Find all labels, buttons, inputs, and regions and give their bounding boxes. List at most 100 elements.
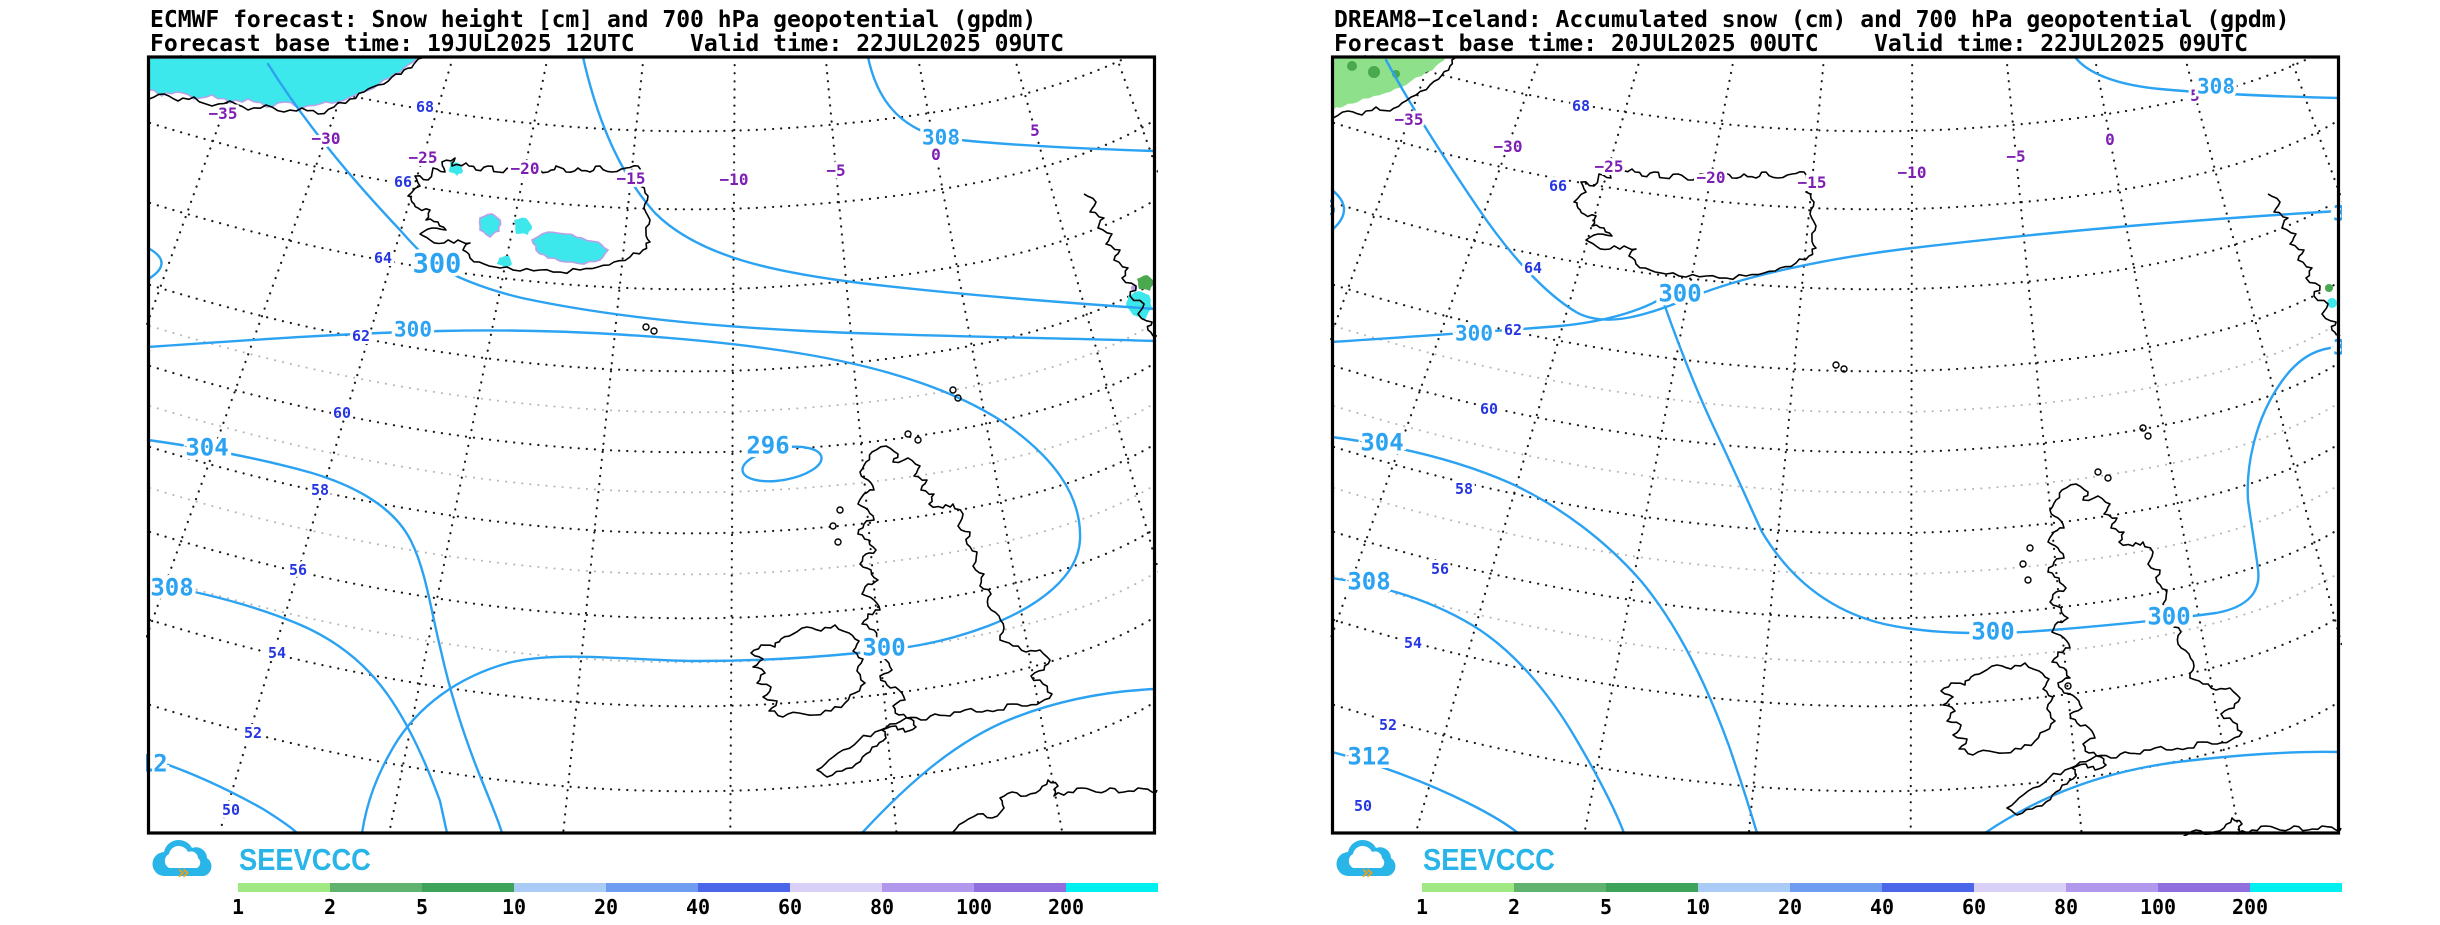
longitude-label: −25 [1595,157,1624,176]
left-panel-subtitle: Forecast base time: 19JUL2025 12UTC Vali… [150,31,1064,57]
contour-label: 300 [413,249,462,280]
coastline [750,624,866,718]
logo-text: SEEVCCC [239,842,371,877]
latitude-label: 62 [352,327,370,345]
longitude-label: −30 [312,129,341,148]
colorbar-tick-label: 40 [1869,895,1895,919]
contour-label: 304 [1360,429,1403,457]
island [836,506,844,514]
island [904,430,912,438]
greenland-green-blob [1368,66,1380,78]
colorbar-segment [2066,883,2158,892]
latitude-label: 68 [1572,97,1590,115]
map-border [146,55,1157,835]
geopotential-contour [266,62,1157,343]
latitude-label: 50 [222,801,240,819]
island [2019,560,2027,568]
colorbar-segment [514,883,606,892]
longitude-label: −35 [209,104,238,123]
colorbar-segment [1882,883,1974,892]
graticule-latitude [148,118,1157,211]
latitude-label: 58 [1455,480,1473,498]
longitude-label: −25 [409,148,438,167]
colorbar-segment [2250,883,2342,892]
latitude-label: 56 [289,561,307,579]
longitude-label: 5 [1030,121,1040,140]
colorbar-tick-label: 20 [1777,895,1803,919]
longitude-label: −10 [1898,163,1927,182]
graticule-meridian [824,55,898,834]
longitude-label: −15 [1798,173,1827,192]
longitude-label: −15 [617,169,646,188]
latitude-label: 68 [416,98,434,116]
colorbar-tick-label: 200 [2231,895,2269,919]
graticule-meridian [729,55,736,834]
cloud-logo-icon: » [1336,839,1396,882]
graticule-latitude [1332,198,2341,291]
colorbar-segment [422,883,514,892]
contour-label: 300 [1455,322,1493,346]
colorbar-segment [606,883,698,892]
iceland-snow-patch [497,255,512,268]
colorbar-tick-label: 80 [869,895,895,919]
left-panel-title: ECMWF forecast: Snow height [cm] and 700… [150,7,1037,33]
island [834,538,842,546]
latitude-label: 54 [268,644,286,662]
longitude-label: −20 [511,159,540,178]
island [954,394,962,402]
latitude-label: 52 [244,724,262,742]
graticule-latitude-gray [1333,484,2340,576]
greenland-snowcap [146,56,421,109]
colorbar-tick-label: 40 [685,895,711,919]
coastline [407,157,651,275]
island [650,327,658,335]
coastline [2267,193,2342,337]
norway-green-patch [1137,275,1154,291]
contour-label: 300 [1658,280,1701,308]
colorbar-segment [790,883,882,892]
contour-label: 312 [146,750,168,778]
longitude-label: 5 [2190,86,2200,105]
geopotential-contour [1330,435,1759,835]
colorbar-tick-label: 1 [231,895,245,919]
geopotential-contour-296 [741,445,823,483]
seevccc-logo-right: » SEEVCCC [1331,838,1573,882]
contour-label: 304 [185,434,228,462]
coastline [148,57,423,115]
contour-label: 312 [1347,743,1390,771]
geopotential-contour [1983,750,2341,835]
right-panel-subtitle: Forecast base time: 20JUL2025 00UTC Vali… [1334,31,2248,57]
graticule-meridian [2183,55,2342,651]
graticule-meridian [1747,55,1826,834]
coastline [2006,483,2243,816]
colorbar-segment [1422,883,1514,892]
geopotential-contour [1330,750,1520,835]
island [2094,468,2102,476]
geopotential-contour [146,581,449,835]
colorbar-segment [882,883,974,892]
colorbar-segment [1606,883,1698,892]
graticule-latitude [1332,118,2341,211]
contour-label: 308 [922,126,960,150]
graticule-latitude [1332,442,2341,535]
graticule-latitude [148,361,1157,454]
geopotential-contour [146,438,504,835]
norway-green-patch [2325,284,2333,292]
colorbar-segment [1974,883,2066,892]
contour-label: 300 [394,318,432,342]
graticule-meridian [1414,55,1642,834]
coastline [816,445,1053,778]
latitude-label: 66 [394,173,412,191]
graticule-latitude [148,700,1157,793]
colorbar-segment [1066,883,1158,892]
island [2144,432,2152,440]
colorbar-tick-label: 200 [1047,895,1085,919]
svg-text:»: » [1361,860,1374,882]
contour-label: 300 [1971,618,2014,646]
graticule-meridian [2289,55,2342,204]
colorbar-tick-label: 80 [2053,895,2079,919]
norway-snow-patch [2327,298,2337,308]
geopotential-contour [581,55,1157,311]
logo-text: SEEVCCC [1423,842,1555,877]
island [1840,365,1848,373]
